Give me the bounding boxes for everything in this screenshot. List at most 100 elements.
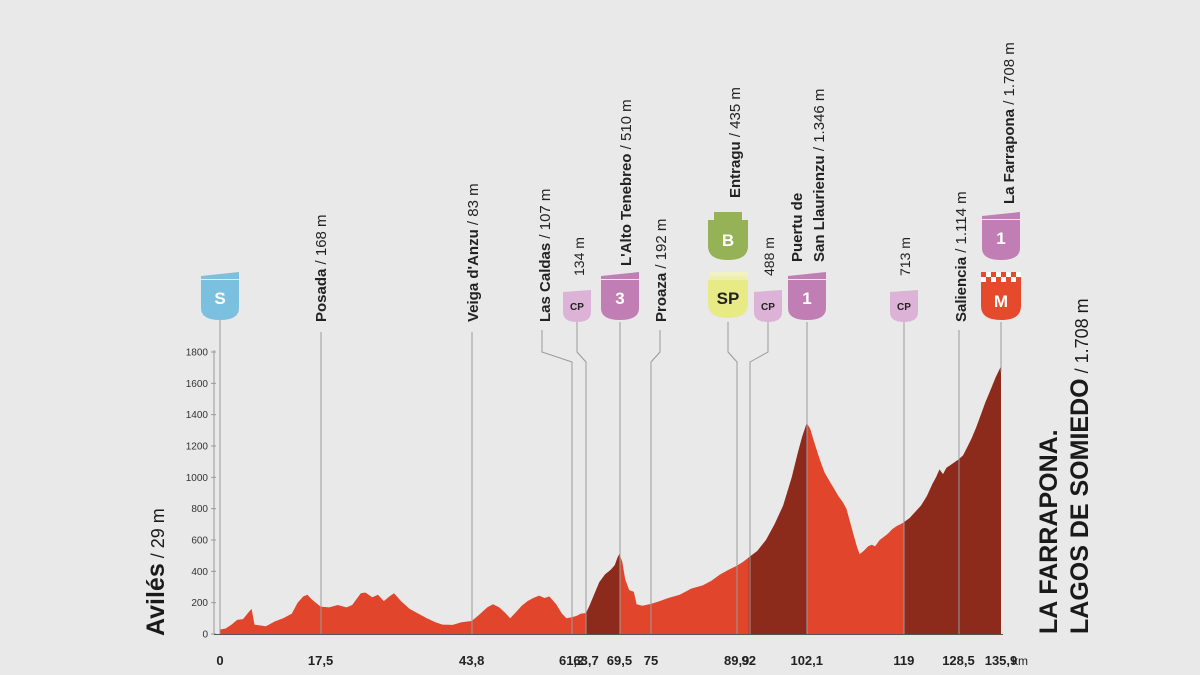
waypoint-line [541, 330, 573, 634]
cp-badge-letter: CP [897, 302, 911, 313]
waypoint-label-text: La Farrapona / 1.708 m [1001, 42, 1018, 204]
cp-badge-letter: CP [570, 302, 584, 313]
finish-label-2: LAGOS DE SOMIEDO / 1.708 m [1066, 298, 1094, 634]
waypoint-name: Las Caldas [537, 243, 554, 322]
finish-badge-check [1006, 272, 1011, 277]
climb-badge-shape [788, 280, 826, 320]
finish-badge-check [1011, 272, 1016, 277]
waypoint-label-text: Saliencia / 1.114 m [953, 191, 970, 322]
waypoint-line [576, 322, 587, 634]
sprint-badge-stack-2 [709, 276, 747, 282]
finish-badge-check [1006, 277, 1011, 282]
svg-text:Avilés / 29 m: Avilés / 29 m [142, 508, 170, 636]
waypoint-label: Puertu de [789, 193, 806, 262]
start-badge-shape [201, 280, 239, 320]
x-tick-label: 128,5 [942, 653, 975, 668]
climb-segment [748, 423, 807, 634]
climb-badge: 3 [601, 272, 639, 320]
waypoint-label-text: L'Alto Tenebreo / 510 m [618, 99, 635, 266]
finish-badge-check [981, 277, 986, 282]
climb-badge-letter: 1 [996, 229, 1005, 248]
waypoint-label: Las Caldas / 107 m [537, 189, 554, 322]
waypoint-label-text: 488 m [761, 237, 777, 276]
finish-label: LA FARRAPONA. [1035, 429, 1063, 634]
waypoint-lines [219, 320, 1002, 634]
start-altitude: 29 m [148, 508, 168, 548]
x-tick-label: 135,9 [985, 653, 1018, 668]
climb-badge-flag [982, 212, 1020, 219]
start-badge-letter: S [214, 289, 225, 308]
finish-badge-check [1001, 272, 1006, 277]
waypoint-line [749, 322, 769, 634]
cp-badge: CP [754, 290, 782, 322]
waypoint-name: Puertu de [789, 193, 806, 262]
waypoint-label: La Farrapona / 1.708 m [1001, 42, 1018, 204]
finish-badge-check [1016, 272, 1021, 277]
waypoint-label: 713 m [897, 237, 913, 276]
finish-badge-check [991, 272, 996, 277]
waypoint-altitude: / 1.708 m [1001, 42, 1018, 109]
x-tick-label: 119 [893, 653, 914, 668]
start-name: Avilés [142, 563, 170, 636]
y-axis: 0 200 400 600 800 1000 1200 1400 1600 1800 [186, 348, 216, 641]
sprint-badge-stack [710, 272, 748, 278]
climb-badge-letter: 3 [615, 289, 624, 308]
waypoint-altitude: / 192 m [653, 219, 670, 273]
bonus-badge-top [714, 212, 742, 220]
climb-badge-shape [601, 280, 639, 320]
waypoint-name: San Llaurienzu [811, 155, 828, 262]
x-tick-label: 89,9 [724, 653, 749, 668]
waypoint-label: L'Alto Tenebreo / 510 m [618, 99, 635, 266]
x-tick-label: 75 [644, 653, 658, 668]
finish-badge-check [996, 277, 1001, 282]
waypoint-badges: S CP 3 SP B CP 1 CP M 1 [201, 212, 1021, 322]
waypoint-label: Saliencia / 1.114 m [953, 191, 970, 322]
waypoint-line [727, 322, 738, 634]
climb-badge-letter: 1 [802, 289, 811, 308]
cp-badge-shape [563, 290, 591, 322]
finish-badge-check [1011, 277, 1016, 282]
waypoint-name: Entragu [727, 141, 744, 198]
finish-badge-check [986, 272, 991, 277]
waypoint-altitude: / 1.114 m [953, 191, 970, 257]
x-tick-label: 43,8 [459, 653, 484, 668]
finish-badge-check [981, 272, 986, 277]
waypoint-label: Posada / 168 m [313, 214, 330, 322]
climb-badge-flag [601, 272, 639, 279]
cp-badge: CP [563, 290, 591, 322]
x-tick-label: 102,1 [790, 653, 823, 668]
waypoint-label: San Llaurienzu / 1.346 m [811, 89, 828, 262]
x-tick-label: 0 [216, 653, 223, 668]
finish-badge-letter: M [994, 292, 1008, 311]
profile-area [214, 366, 1003, 635]
y-tick-label: 1000 [186, 473, 209, 484]
waypoint-label-text: Puertu de [789, 193, 806, 262]
waypoint-label: 134 m [571, 237, 587, 276]
x-unit-label: km [1012, 654, 1028, 668]
waypoint-altitude: / 168 m [313, 214, 330, 268]
sprint-badge-shape [708, 280, 748, 318]
x-tick-label: 61,2 [559, 653, 584, 668]
bonus-badge: B [708, 212, 748, 260]
y-tick-label: 400 [191, 567, 208, 578]
cp-badge-shape [890, 290, 918, 322]
waypoint-label-text: San Llaurienzu / 1.346 m [811, 89, 828, 262]
waypoint-altitude: 488 m [761, 237, 777, 276]
climb-badge: 1 [788, 272, 826, 320]
y-tick-label: 1600 [186, 379, 209, 390]
finish-badge-check [1001, 277, 1006, 282]
climb-badge: 1 [982, 212, 1020, 260]
finish-badge-check [986, 277, 991, 282]
waypoint-labels: Posada / 168 m Veiga d'Anzu / 83 m Las Cal… [313, 42, 1018, 322]
waypoint-label-text: Veiga d'Anzu / 83 m [465, 183, 482, 322]
y-tick-label: 600 [191, 536, 208, 547]
y-tick-label: 200 [191, 598, 208, 609]
waypoint-label: Veiga d'Anzu / 83 m [465, 183, 482, 322]
waypoint-label: Proaza / 192 m [653, 219, 670, 322]
waypoint-altitude: / 510 m [618, 99, 635, 153]
waypoint-name: Proaza [653, 272, 670, 322]
cp-badge-letter: CP [761, 302, 775, 313]
finish-badge-shape [981, 282, 1021, 320]
waypoint-altitude: / 83 m [465, 183, 482, 229]
